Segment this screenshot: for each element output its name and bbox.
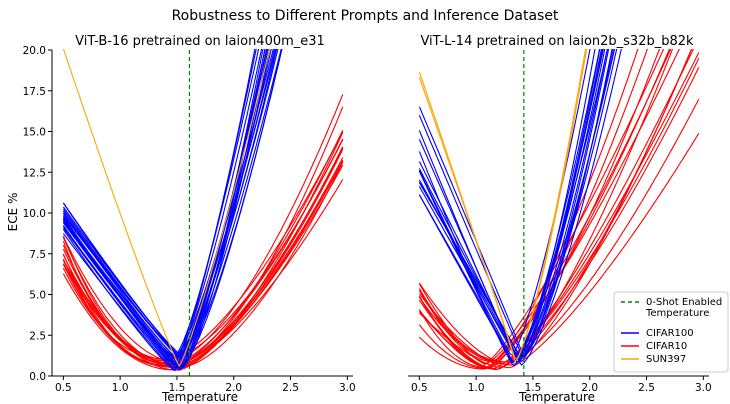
right-panel-xlabel: Temperature bbox=[518, 390, 595, 404]
left-y-tick-label: 2.5 bbox=[29, 330, 46, 342]
left-x-tick-label: 3.0 bbox=[339, 382, 356, 394]
right-curve-cifar10 bbox=[419, 49, 693, 368]
left-curve-cifar10 bbox=[62, 149, 344, 367]
right-x-tick-label: 0.5 bbox=[411, 382, 428, 394]
right-curve-sun397 bbox=[418, 49, 587, 362]
right-curve-cifar10 bbox=[418, 49, 639, 369]
left-y-tick-label: 17.5 bbox=[23, 86, 46, 98]
left-y-tick-label: 20.0 bbox=[23, 45, 46, 57]
left-y-tick-label: 0.0 bbox=[29, 371, 46, 383]
right-panel: ViT-L-14 pretrained on laion2b_s32b_b82k… bbox=[408, 34, 712, 404]
left-x-tick-label: 2.5 bbox=[282, 382, 299, 394]
left-y-tick-label: 15.0 bbox=[23, 127, 46, 139]
left-panel-curves bbox=[62, 49, 344, 372]
right-panel-plot-area: 0.5 1.0 1.5 2.0 2.5 3.0 bbox=[408, 49, 712, 394]
left-curve-cifar100 bbox=[62, 49, 279, 371]
left-panel-xlabel: Temperature bbox=[161, 390, 238, 404]
left-curve-cifar100 bbox=[62, 49, 268, 370]
right-curve-cifar10 bbox=[418, 49, 695, 370]
right-x-tick-label: 3.0 bbox=[695, 382, 712, 394]
legend-label: CIFAR100 bbox=[646, 328, 694, 339]
right-x-tick-label: 1.0 bbox=[468, 382, 485, 394]
left-panel: ViT-B-16 pretrained on laion400m_e31 ECE… bbox=[6, 34, 356, 404]
right-curve-cifar10 bbox=[418, 133, 700, 369]
legend-label: CIFAR10 bbox=[646, 341, 687, 352]
right-curve-cifar100 bbox=[418, 49, 622, 366]
right-curve-cifar100 bbox=[418, 49, 608, 361]
left-panel-plot-area: 0.5 1.0 1.5 2.0 2.5 3.0 0.0 2.5 5.0 7.5 10.0 12.5 15… bbox=[23, 45, 356, 394]
left-y-tick-label: 10.0 bbox=[23, 208, 46, 220]
right-panel-curves bbox=[418, 49, 700, 371]
left-curve-cifar10 bbox=[62, 146, 344, 371]
right-curve-cifar100 bbox=[418, 49, 602, 364]
legend-label: Temperature bbox=[645, 308, 709, 319]
left-y-tick-label: 5.0 bbox=[29, 290, 46, 302]
left-curve-cifar10 bbox=[62, 132, 344, 371]
left-curve-cifar10 bbox=[62, 157, 344, 367]
right-curve-cifar100 bbox=[418, 49, 618, 358]
left-curve-cifar10 bbox=[62, 179, 344, 367]
right-curve-cifar100 bbox=[418, 49, 601, 364]
left-curve-cifar100 bbox=[62, 49, 266, 369]
figure-suptitle: Robustness to Different Prompts and Infe… bbox=[172, 8, 559, 24]
left-curve-sun397 bbox=[62, 49, 271, 368]
left-panel-ylabel: ECE % bbox=[6, 193, 20, 232]
left-curve-cifar10 bbox=[62, 94, 344, 362]
legend-label: SUN397 bbox=[646, 354, 686, 365]
left-x-tick-label: 1.5 bbox=[169, 382, 186, 394]
right-curve-cifar100 bbox=[418, 49, 614, 357]
legend-box bbox=[613, 291, 729, 373]
right-curve-cifar10 bbox=[418, 49, 648, 369]
right-x-tick-label: 2.5 bbox=[638, 382, 655, 394]
right-x-tick-label: 1.5 bbox=[525, 382, 542, 394]
left-curve-cifar10 bbox=[62, 161, 344, 368]
left-y-tick-label: 12.5 bbox=[23, 167, 46, 179]
right-curve-cifar10 bbox=[418, 67, 700, 371]
left-curve-cifar10 bbox=[62, 164, 344, 364]
left-panel-title: ViT-B-16 pretrained on laion400m_e31 bbox=[75, 34, 325, 49]
left-x-tick-label: 0.5 bbox=[55, 382, 72, 394]
right-curve-cifar100 bbox=[418, 49, 609, 363]
left-curve-cifar100 bbox=[62, 49, 276, 369]
right-curve-cifar100 bbox=[418, 49, 596, 367]
right-x-tick-label: 2.0 bbox=[581, 382, 598, 394]
left-y-tick-label: 7.5 bbox=[29, 249, 46, 261]
right-curve-cifar10 bbox=[418, 52, 700, 363]
left-curve-cifar100 bbox=[62, 49, 269, 357]
right-curve-cifar100 bbox=[418, 49, 610, 362]
right-curve-cifar100 bbox=[418, 49, 606, 363]
right-curve-cifar100 bbox=[418, 49, 604, 363]
left-x-tick-label: 2.0 bbox=[225, 382, 242, 394]
legend-label: 0-Shot Enabled bbox=[646, 297, 722, 308]
left-curve-cifar100 bbox=[62, 49, 283, 363]
right-curve-cifar100 bbox=[418, 49, 613, 358]
left-x-tick-label: 1.0 bbox=[112, 382, 129, 394]
right-panel-title: ViT-L-14 pretrained on laion2b_s32b_b82k bbox=[420, 34, 694, 49]
